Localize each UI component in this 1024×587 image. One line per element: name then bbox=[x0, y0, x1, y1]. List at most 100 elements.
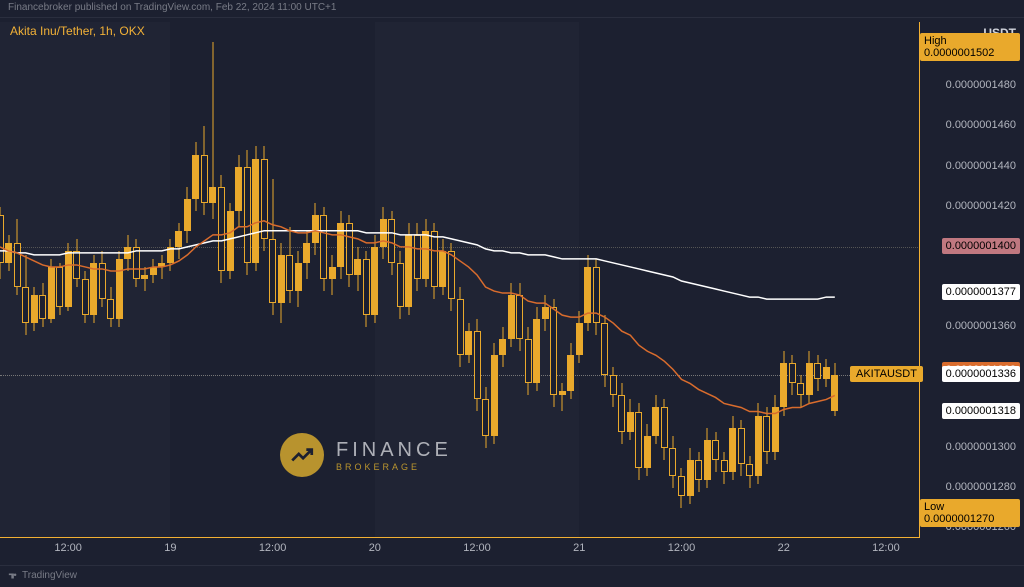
candle[interactable] bbox=[772, 22, 779, 538]
candle[interactable] bbox=[746, 22, 753, 538]
x-tick: 19 bbox=[164, 542, 176, 554]
candle[interactable] bbox=[244, 22, 251, 538]
candle[interactable] bbox=[704, 22, 711, 538]
ma-slow-tag: 0.0000001377 bbox=[942, 284, 1020, 300]
candle[interactable] bbox=[721, 22, 728, 538]
tradingview-brand[interactable]: TradingView bbox=[0, 566, 1024, 585]
candle[interactable] bbox=[491, 22, 498, 538]
candle[interactable] bbox=[5, 22, 12, 538]
candle[interactable] bbox=[576, 22, 583, 538]
candle[interactable] bbox=[806, 22, 813, 538]
candle[interactable] bbox=[227, 22, 234, 538]
candle[interactable] bbox=[814, 22, 821, 538]
candle[interactable] bbox=[167, 22, 174, 538]
candle[interactable] bbox=[90, 22, 97, 538]
candle[interactable] bbox=[116, 22, 123, 538]
watermark: FINANCE BROKERAGE bbox=[280, 433, 452, 477]
candle[interactable] bbox=[82, 22, 89, 538]
candle[interactable] bbox=[644, 22, 651, 538]
bottom-bar: TradingView bbox=[0, 565, 1024, 587]
candle[interactable] bbox=[789, 22, 796, 538]
candle[interactable] bbox=[823, 22, 830, 538]
candle[interactable] bbox=[73, 22, 80, 538]
candle[interactable] bbox=[584, 22, 591, 538]
candle[interactable] bbox=[150, 22, 157, 538]
candle[interactable] bbox=[652, 22, 659, 538]
candle[interactable] bbox=[192, 22, 199, 538]
candle[interactable] bbox=[831, 22, 838, 538]
x-axis[interactable]: 12:001912:002012:002112:002212:00 bbox=[0, 537, 920, 559]
candle[interactable] bbox=[508, 22, 515, 538]
candle[interactable] bbox=[39, 22, 46, 538]
candle[interactable] bbox=[763, 22, 770, 538]
candle[interactable] bbox=[601, 22, 608, 538]
candle[interactable] bbox=[738, 22, 745, 538]
y-tick: 0.0000001300 bbox=[946, 441, 1016, 453]
candle[interactable] bbox=[235, 22, 242, 538]
candle[interactable] bbox=[635, 22, 642, 538]
candle[interactable] bbox=[482, 22, 489, 538]
candle[interactable] bbox=[31, 22, 38, 538]
candle[interactable] bbox=[457, 22, 464, 538]
candle[interactable] bbox=[474, 22, 481, 538]
candle[interactable] bbox=[669, 22, 676, 538]
candle[interactable] bbox=[65, 22, 72, 538]
candle[interactable] bbox=[755, 22, 762, 538]
candle[interactable] bbox=[252, 22, 259, 538]
candle[interactable] bbox=[559, 22, 566, 538]
candle[interactable] bbox=[48, 22, 55, 538]
plot-area[interactable] bbox=[0, 22, 920, 538]
candle[interactable] bbox=[618, 22, 625, 538]
tradingview-icon bbox=[8, 571, 18, 581]
candle[interactable] bbox=[797, 22, 804, 538]
y-tick: 0.0000001420 bbox=[946, 200, 1016, 212]
candle[interactable] bbox=[780, 22, 787, 538]
candle[interactable] bbox=[22, 22, 29, 538]
candle[interactable] bbox=[712, 22, 719, 538]
candle[interactable] bbox=[209, 22, 216, 538]
candle[interactable] bbox=[14, 22, 21, 538]
x-tick: 21 bbox=[573, 542, 585, 554]
open-price-tag: 0.0000001318 bbox=[942, 403, 1020, 419]
candle[interactable] bbox=[56, 22, 63, 538]
candle[interactable] bbox=[516, 22, 523, 538]
x-tick: 20 bbox=[369, 542, 381, 554]
watermark-subtitle: BROKERAGE bbox=[336, 462, 452, 472]
candle[interactable] bbox=[141, 22, 148, 538]
y-axis[interactable]: USDT 0.00000012600.00000012800.000000130… bbox=[920, 22, 1024, 538]
candle[interactable] bbox=[593, 22, 600, 538]
watermark-text: FINANCE BROKERAGE bbox=[336, 439, 452, 472]
x-tick: 12:00 bbox=[54, 542, 82, 554]
candle[interactable] bbox=[133, 22, 140, 538]
candle[interactable] bbox=[175, 22, 182, 538]
candle[interactable] bbox=[107, 22, 114, 538]
candle[interactable] bbox=[525, 22, 532, 538]
last-price-tag: 0.0000001336 bbox=[942, 366, 1020, 382]
candle[interactable] bbox=[550, 22, 557, 538]
high-tag: High 0.0000001502 bbox=[920, 33, 1020, 61]
candle[interactable] bbox=[158, 22, 165, 538]
candle[interactable] bbox=[269, 22, 276, 538]
candle[interactable] bbox=[542, 22, 549, 538]
candle[interactable] bbox=[695, 22, 702, 538]
candle[interactable] bbox=[687, 22, 694, 538]
candle[interactable] bbox=[261, 22, 268, 538]
y-tick: 0.0000001280 bbox=[946, 481, 1016, 493]
candle[interactable] bbox=[99, 22, 106, 538]
candle[interactable] bbox=[218, 22, 225, 538]
candle[interactable] bbox=[465, 22, 472, 538]
candle[interactable] bbox=[201, 22, 208, 538]
candle[interactable] bbox=[0, 22, 4, 538]
candle[interactable] bbox=[678, 22, 685, 538]
candle[interactable] bbox=[184, 22, 191, 538]
candle[interactable] bbox=[729, 22, 736, 538]
top-bar: Financebroker published on TradingView.c… bbox=[0, 0, 1024, 18]
candle[interactable] bbox=[533, 22, 540, 538]
candle[interactable] bbox=[499, 22, 506, 538]
candle[interactable] bbox=[124, 22, 131, 538]
candle[interactable] bbox=[627, 22, 634, 538]
candle[interactable] bbox=[661, 22, 668, 538]
candle[interactable] bbox=[567, 22, 574, 538]
candle[interactable] bbox=[610, 22, 617, 538]
ticker-tag: AKITAUSDT bbox=[850, 366, 923, 382]
